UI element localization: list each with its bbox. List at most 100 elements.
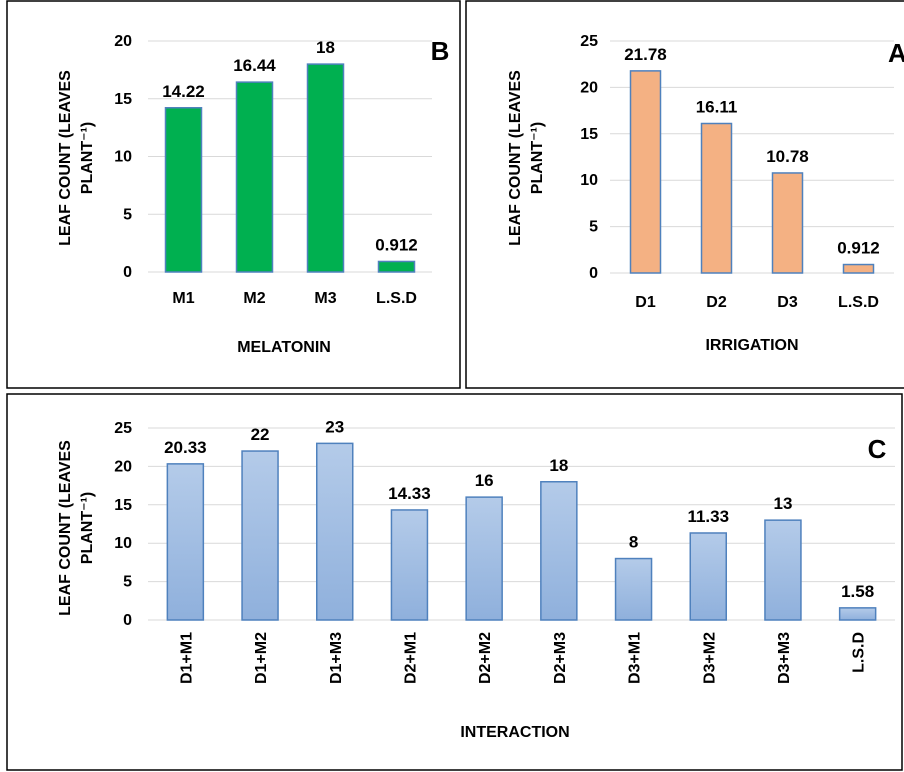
y-tick-label: 10	[114, 535, 132, 552]
y-tick-label: 20	[114, 458, 132, 475]
x-tick-labels: M1 M2 M3 L.S.D	[172, 290, 417, 307]
data-label: 1.58	[841, 582, 874, 601]
bar-l-s-d	[377, 260, 416, 273]
data-label: 22	[251, 425, 270, 444]
y-axis-title-line1: LEAF COUNT (LEAVES	[507, 70, 524, 246]
y-axis-title-line1: LEAF COUNT (LEAVES	[57, 440, 74, 616]
y-tick-labels: 0 5 10 15 20 25	[580, 33, 598, 282]
bars	[166, 442, 877, 621]
data-label: 16	[475, 471, 494, 490]
y-tick-label: 20	[114, 33, 132, 50]
y-tick-label: 25	[114, 420, 132, 437]
y-tick-label: 5	[589, 219, 598, 236]
x-axis-title: IRRIGATION	[705, 337, 798, 354]
y-tick-label: 0	[123, 612, 132, 629]
y-tick-label: 10	[580, 172, 598, 189]
x-tick-label: D2	[706, 294, 727, 311]
data-label: 20.33	[164, 438, 207, 457]
bar-d2	[700, 122, 733, 274]
y-tick-label: 15	[114, 91, 132, 108]
y-tick-label: 5	[123, 206, 132, 223]
data-label: 18	[316, 38, 335, 57]
bar-l-s-d	[842, 263, 875, 274]
bar-d1-m2	[241, 450, 279, 621]
x-tick-label: D2+M3	[552, 632, 569, 684]
x-tick-label: D2+M1	[402, 632, 419, 684]
data-label: 8	[629, 533, 638, 552]
panel-frame	[6, 0, 461, 389]
bar-l-s-d	[838, 607, 877, 621]
bar-m1	[164, 107, 203, 273]
data-label: 16.44	[233, 56, 276, 75]
panel-frame	[465, 0, 904, 389]
y-tick-labels: 0 5 10 15 20 25	[114, 420, 132, 629]
bar-d3-m2	[689, 532, 727, 621]
x-tick-label: D1+M1	[178, 632, 195, 684]
data-label: 0.912	[375, 235, 418, 254]
y-tick-label: 15	[580, 126, 598, 143]
y-axis-title-line1: LEAF COUNT (LEAVES	[57, 70, 74, 246]
bar-m2	[235, 81, 274, 273]
panel-a-irrigation-chart: 0 5 10 15 20 25 21.78 16.11 10.78 0.912 D1 D2 D3 L.…	[465, 0, 904, 389]
y-axis-title-line2: PLANT⁻¹)	[79, 122, 96, 194]
x-axis-title: INTERACTION	[460, 724, 569, 741]
x-tick-label: D3+M3	[776, 632, 793, 684]
bar-d2-m2	[465, 496, 503, 621]
data-labels: 21.78 16.11 10.78 0.912	[624, 45, 880, 258]
x-tick-labels: D1+M1 D1+M2 D1+M3 D2+M1 D2+M2 D2+M3 D3+M1 D3+M2…	[178, 632, 867, 684]
panel-letter: B	[431, 36, 450, 66]
bar-d2-m1	[390, 509, 429, 621]
bar-d3-m1	[614, 557, 653, 621]
y-tick-label: 20	[580, 79, 598, 96]
x-tick-label: D3	[777, 294, 798, 311]
data-label: 11.33	[687, 507, 729, 526]
x-tick-label: D3+M1	[627, 632, 644, 684]
y-tick-label: 5	[123, 574, 132, 591]
x-axis-title: MELATONIN	[237, 339, 331, 356]
x-tick-labels: D1 D2 D3 L.S.D	[635, 294, 879, 311]
x-tick-label: L.S.D	[376, 290, 417, 307]
x-tick-label: L.S.D	[851, 632, 868, 673]
data-label: 0.912	[837, 239, 880, 258]
data-label: 14.33	[388, 484, 431, 503]
bar-d2-m3	[540, 481, 578, 621]
data-label: 18	[549, 456, 568, 475]
data-labels: 20.33 22 23 14.33 16 18 8 11.33 13 1.58	[164, 417, 874, 601]
y-tick-label: 25	[580, 33, 598, 50]
y-axis-title-line2: PLANT⁻¹)	[529, 122, 546, 194]
x-tick-label: D1+M3	[328, 632, 345, 684]
bar-d3-m3	[764, 519, 802, 621]
y-tick-label: 0	[123, 264, 132, 281]
bars	[629, 70, 875, 274]
data-label: 16.11	[696, 97, 738, 116]
panel-letter: A	[888, 38, 904, 68]
y-tick-label: 0	[589, 265, 598, 282]
bar-d3	[771, 172, 804, 274]
x-tick-label: D1+M2	[253, 632, 270, 684]
x-tick-label: M2	[243, 290, 265, 307]
data-label: 13	[773, 494, 792, 513]
bar-d1-m1	[166, 463, 205, 621]
y-tick-labels: 0 5 10 15 20	[114, 33, 132, 281]
x-tick-label: D2+M2	[477, 632, 494, 684]
data-labels: 14.22 16.44 18 0.912	[162, 38, 418, 254]
panel-letter: C	[868, 434, 887, 464]
x-tick-label: M3	[314, 290, 336, 307]
y-axis-title-line2: PLANT⁻¹)	[79, 492, 96, 564]
x-tick-label: L.S.D	[838, 294, 879, 311]
bars	[164, 63, 416, 273]
data-label: 10.78	[766, 147, 809, 166]
bar-d1	[629, 70, 662, 274]
y-tick-label: 10	[114, 149, 132, 166]
panel-b-melatonin-chart: 0 5 10 15 20 14.22 16.44 18 0.912 M1 M2 M3 L.S.D B…	[6, 0, 461, 389]
data-label: 21.78	[624, 45, 667, 64]
bar-m3	[306, 63, 345, 273]
panel-c-interaction-chart: 0 5 10 15 20 25 20.33 22 23 14.33 16 18 8 11.33 13 1.5…	[6, 393, 903, 771]
x-tick-label: D3+M2	[701, 632, 718, 684]
bar-d1-m3	[316, 442, 354, 621]
y-tick-label: 15	[114, 497, 132, 514]
x-tick-label: D1	[635, 294, 656, 311]
x-tick-label: M1	[172, 290, 194, 307]
data-label: 23	[325, 417, 344, 436]
data-label: 14.22	[162, 82, 205, 101]
